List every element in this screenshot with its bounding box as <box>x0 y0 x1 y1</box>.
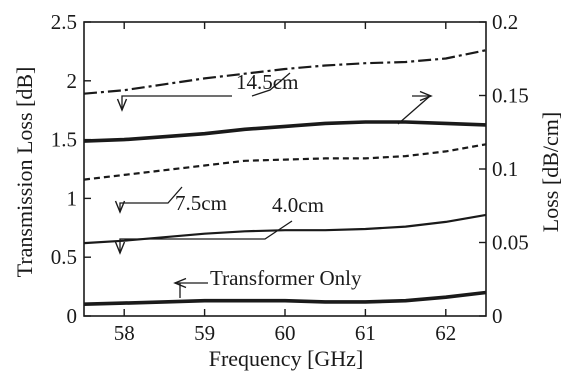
annotation-arrow-shaft-3 <box>119 238 180 253</box>
series-line-3 <box>83 290 487 306</box>
annotation-label-4: Transformer Only <box>210 266 362 290</box>
y-left-tick-label-4: 2 <box>67 69 78 93</box>
annotation-leader-0 <box>251 72 291 97</box>
y-left-tick-label-3: 1.5 <box>51 128 77 152</box>
y-left-tick-label-5: 2.5 <box>51 10 77 34</box>
y-right-axis-title: Loss [dB/cm] <box>538 112 563 232</box>
annotation-leader-4 <box>179 282 208 298</box>
annotation-label-3: 4.0cm <box>272 193 324 217</box>
annotation-arrowhead-3 <box>114 241 126 255</box>
annotation-leader-3 <box>180 220 293 240</box>
annotation-arrow-shaft-0 <box>121 95 232 110</box>
y-left-axis-title: Transmission Loss [dB] <box>12 67 37 278</box>
annotation-arrow-shaft-2 <box>119 202 155 212</box>
series-layer <box>83 49 487 306</box>
x-tick-label-2: 60 <box>275 321 296 345</box>
y-right-tick-label-0: 0 <box>492 304 503 328</box>
annotation-label-0: 14.5cm <box>236 70 298 94</box>
annotation-arrowhead-1 <box>419 90 433 102</box>
y-right-tick-label-4: 0.2 <box>492 10 518 34</box>
annotation-arrowhead-4 <box>173 277 187 289</box>
x-tick-label-0: 58 <box>114 321 135 345</box>
y-left-tick-label-2: 1 <box>67 186 78 210</box>
series-line-4 <box>83 120 487 143</box>
y-right-tick-label-3: 0.15 <box>492 84 529 108</box>
y-right-tick-label-2: 0.1 <box>492 157 518 181</box>
x-tick-label-3: 61 <box>355 321 376 345</box>
annotation-label-2: 7.5cm <box>175 191 227 215</box>
series-line-0 <box>83 49 487 95</box>
y-left-tick-label-0: 0 <box>67 304 78 328</box>
annotation-arrowhead-2 <box>114 200 126 214</box>
x-tick-label-4: 62 <box>435 321 456 345</box>
y-right-tick-label-1: 0.05 <box>492 231 529 255</box>
series-line-1 <box>83 143 487 181</box>
annotation-leader-1 <box>397 95 431 125</box>
annotation-leader-2 <box>155 186 183 204</box>
y-left-tick-label-1: 0.5 <box>51 245 77 269</box>
x-tick-label-1: 59 <box>194 321 215 345</box>
annotation-layer: 14.5cm 7.5cm 4.0cm Transformer Only <box>114 70 433 298</box>
x-axis-title: Frequency [GHz] <box>209 346 364 371</box>
annotation-arrowhead-0 <box>116 98 128 112</box>
ticks-layer: 58 59 60 61 62 0 0.5 1 1.5 2 2.5 0 0.05 0.1 0.15 0.2 <box>51 10 529 345</box>
